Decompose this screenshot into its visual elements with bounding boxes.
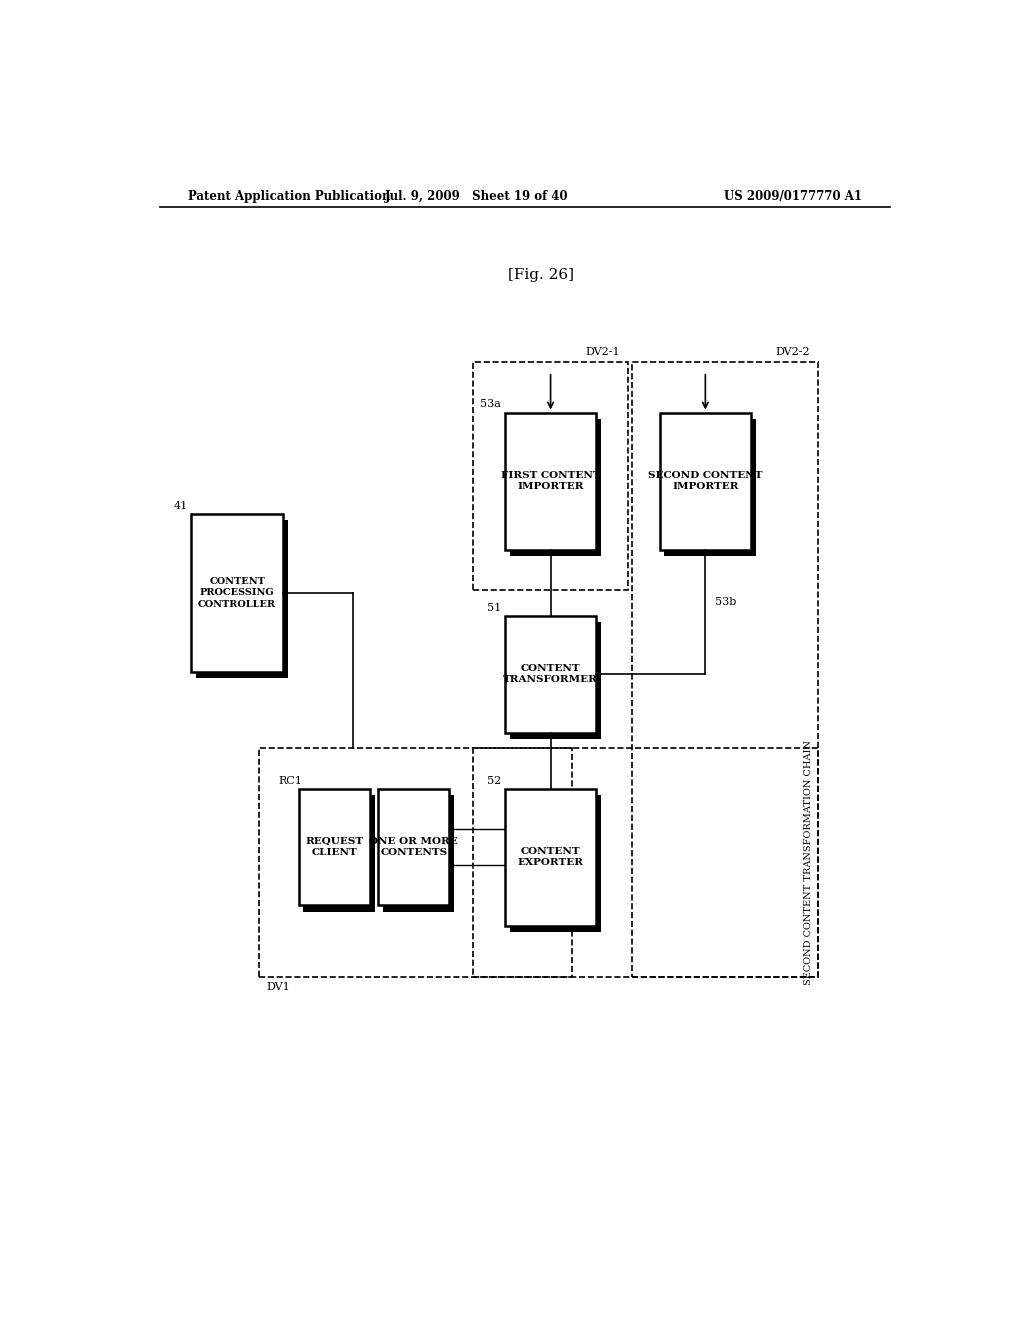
Text: SECOND CONTENT
IMPORTER: SECOND CONTENT IMPORTER [648,471,763,491]
Text: DV2-1: DV2-1 [586,347,620,356]
Text: CONTENT
PROCESSING
CONTROLLER: CONTENT PROCESSING CONTROLLER [198,577,276,609]
Bar [473,748,818,977]
Text: CONTENT
EXPORTER: CONTENT EXPORTER [517,847,584,867]
Bar [299,788,370,906]
Bar [505,788,596,925]
Text: Patent Application Publication: Patent Application Publication [187,190,390,202]
Bar [665,418,756,556]
Bar [303,795,375,912]
Bar [505,413,596,549]
Text: 53b: 53b [715,597,736,607]
Bar [383,795,455,912]
Text: FIRST CONTENT
IMPORTER: FIRST CONTENT IMPORTER [501,471,600,491]
Text: DV1: DV1 [267,982,291,991]
Bar [659,413,751,549]
Text: 51: 51 [486,603,501,612]
Bar [505,615,596,733]
Text: REQUEST
CLIENT: REQUEST CLIENT [305,837,364,857]
Bar [259,748,572,977]
Text: RC1: RC1 [279,776,303,785]
Text: 52: 52 [486,776,501,785]
Text: 53a: 53a [480,400,501,409]
Bar [510,418,601,556]
Bar [197,520,288,677]
Text: [Fig. 26]: [Fig. 26] [508,268,573,282]
Bar [510,622,601,739]
Text: 41: 41 [173,502,187,511]
Bar [632,362,818,977]
Text: ONE OR MORE
CONTENTS: ONE OR MORE CONTENTS [370,837,458,857]
Text: Jul. 9, 2009   Sheet 19 of 40: Jul. 9, 2009 Sheet 19 of 40 [385,190,569,202]
Bar [378,788,450,906]
Text: SECOND CONTENT TRANSFORMATION CHAIN: SECOND CONTENT TRANSFORMATION CHAIN [805,739,813,985]
Bar [510,795,601,932]
Text: US 2009/0177770 A1: US 2009/0177770 A1 [724,190,862,202]
Bar [191,513,283,672]
Text: CONTENT
TRANSFORMER: CONTENT TRANSFORMER [503,664,598,684]
Text: DV2-2: DV2-2 [776,347,811,356]
Bar [473,362,628,590]
